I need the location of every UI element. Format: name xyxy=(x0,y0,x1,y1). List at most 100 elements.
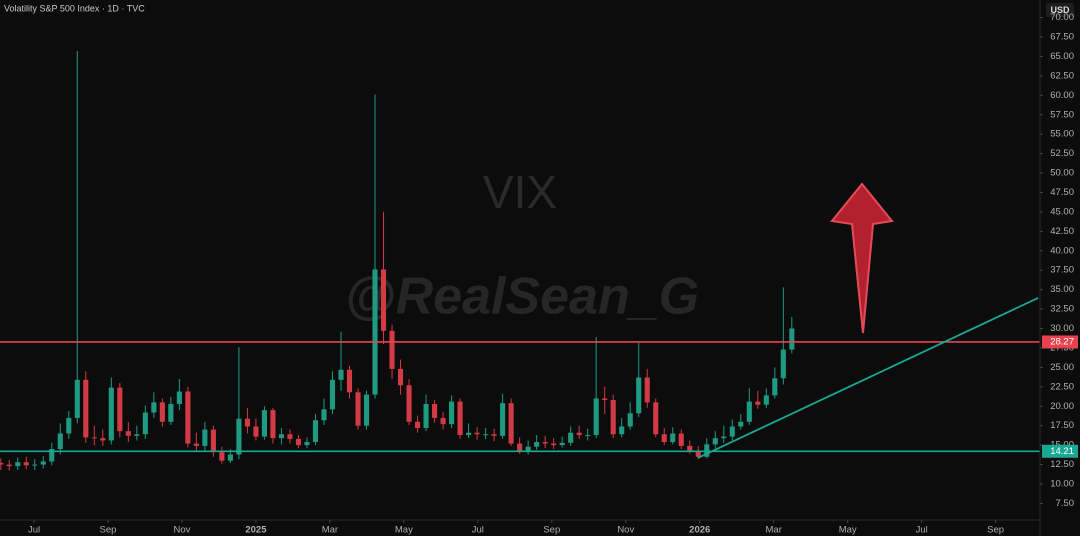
y-tick-label: 35.00 xyxy=(1050,284,1074,295)
candle-body xyxy=(15,462,21,467)
candle-body xyxy=(525,446,531,452)
candle-body xyxy=(338,369,344,380)
candle-body xyxy=(738,421,744,427)
level-label-box xyxy=(1042,335,1078,349)
x-tick-label: Mar xyxy=(322,525,338,536)
y-tick-label: 25.00 xyxy=(1050,362,1074,373)
candle-body xyxy=(517,443,523,452)
x-tick-label: Sep xyxy=(100,525,117,536)
y-tick-label: 67.50 xyxy=(1050,32,1074,43)
y-tick-label: 47.50 xyxy=(1050,187,1074,198)
candle-body xyxy=(278,434,285,439)
x-tick-label: May xyxy=(395,525,413,536)
candle-body xyxy=(23,462,29,466)
candle-body xyxy=(576,432,582,436)
candle-body xyxy=(219,452,225,461)
candle-body xyxy=(287,434,293,439)
y-tick-label: 60.00 xyxy=(1050,90,1074,101)
x-tick-label: Mar xyxy=(766,525,782,536)
candle-body xyxy=(440,417,446,425)
candle-body xyxy=(202,429,208,446)
candle-body xyxy=(244,418,250,427)
candle-body xyxy=(40,461,46,465)
x-tick-label: Jul xyxy=(916,525,928,536)
y-tick-label: 30.00 xyxy=(1050,323,1074,334)
candle-body xyxy=(176,391,182,404)
candle-body xyxy=(474,432,480,435)
y-tick-label: 62.50 xyxy=(1050,70,1074,81)
currency-badge xyxy=(1046,3,1074,17)
candle-body xyxy=(210,429,216,453)
candle-body xyxy=(346,369,353,393)
x-tick-label: 2025 xyxy=(245,525,267,536)
candle-body xyxy=(397,368,404,386)
candle-body xyxy=(32,464,38,466)
candle-body xyxy=(168,403,174,422)
candle-body xyxy=(687,445,693,452)
y-tick-label: 50.00 xyxy=(1050,168,1074,179)
candle-body xyxy=(483,434,489,436)
y-tick-label: 52.50 xyxy=(1050,148,1074,159)
candle-body xyxy=(151,402,157,413)
candle-body xyxy=(125,431,131,436)
y-tick-label: 42.50 xyxy=(1050,226,1074,237)
x-tick-label: Nov xyxy=(617,525,634,536)
y-tick-label: 55.00 xyxy=(1050,129,1074,140)
y-tick-label: 45.00 xyxy=(1050,206,1074,217)
y-tick-label: 65.00 xyxy=(1050,51,1074,62)
candle-body xyxy=(91,437,97,439)
candle-body xyxy=(100,438,106,441)
candle-body xyxy=(423,403,429,429)
candle-body xyxy=(508,403,514,444)
x-tick-label: Sep xyxy=(543,525,560,536)
x-tick-label: Sep xyxy=(987,525,1004,536)
candle-body xyxy=(780,349,786,379)
candle-body xyxy=(661,434,667,443)
candle-body xyxy=(261,410,267,437)
candle-body xyxy=(678,433,684,446)
candle-body xyxy=(602,398,608,401)
candle-body xyxy=(49,449,55,462)
candle-body xyxy=(500,403,506,436)
candle-body xyxy=(321,409,327,421)
annotation-watermark: @RealSean_G xyxy=(345,268,699,326)
candle-body xyxy=(329,379,336,410)
level-label-box xyxy=(1042,444,1078,458)
plot-area xyxy=(0,50,1040,471)
level-label: 14.21 xyxy=(1050,446,1074,457)
candle-body xyxy=(789,328,795,350)
x-tick-label: Nov xyxy=(174,525,191,536)
y-tick-label: 22.50 xyxy=(1050,381,1074,392)
candle-body xyxy=(619,426,625,435)
candle-body xyxy=(57,433,63,450)
candle-body xyxy=(415,421,421,429)
candle-body xyxy=(542,442,548,444)
candle-body xyxy=(457,401,463,436)
x-tick-label: Jul xyxy=(28,525,40,536)
candle-body xyxy=(159,402,165,422)
candle-body xyxy=(466,432,472,436)
candle-body xyxy=(134,434,140,436)
candle-body xyxy=(568,432,574,443)
y-tick-label: 10.00 xyxy=(1050,479,1074,490)
candle-body xyxy=(449,401,455,425)
candle-body xyxy=(355,392,361,426)
candle-body xyxy=(363,394,370,426)
candle-body xyxy=(585,435,591,437)
candle-body xyxy=(108,387,114,441)
y-tick-label: 57.50 xyxy=(1050,109,1074,120)
candle-body xyxy=(729,426,735,437)
candle-body xyxy=(227,454,233,461)
currency: USD xyxy=(1050,5,1070,15)
candle-body xyxy=(380,269,387,331)
candle-body xyxy=(185,391,191,444)
watermark: VIX xyxy=(483,166,557,218)
y-tick-label: 17.50 xyxy=(1050,420,1074,431)
candle-body xyxy=(755,401,761,405)
candle-body xyxy=(83,379,89,438)
candle-body xyxy=(712,438,718,445)
candle-body xyxy=(270,410,276,439)
y-tick-label: 32.50 xyxy=(1050,304,1074,315)
candle-body xyxy=(644,377,650,403)
